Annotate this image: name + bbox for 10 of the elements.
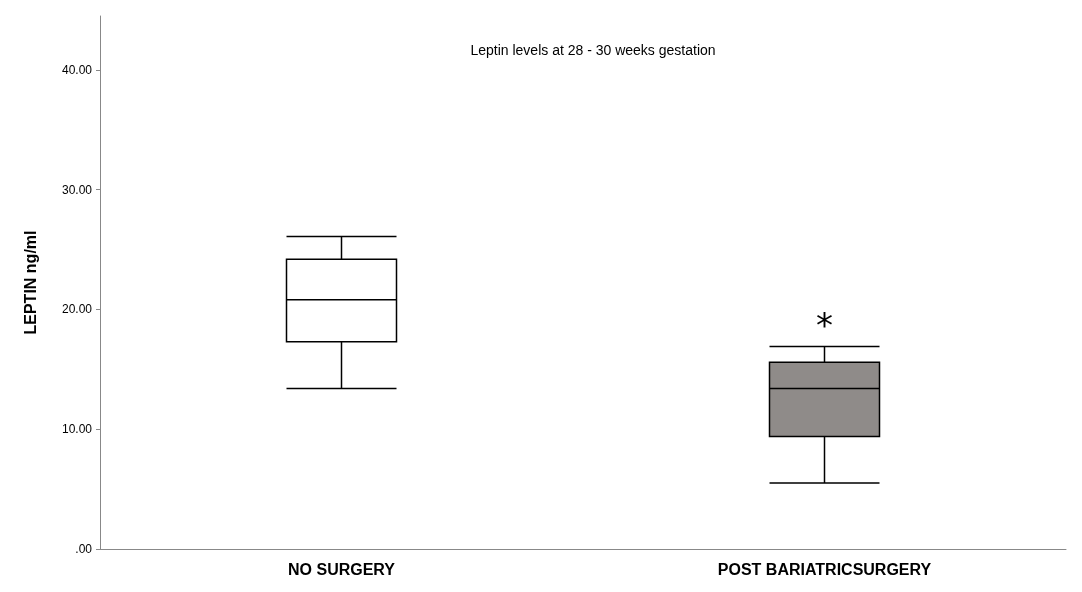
x-tick-label: POST BARIATRICSURGERY	[717, 560, 932, 578]
y-tick-label: .00	[75, 542, 93, 556]
y-tick-label: 40.00	[61, 62, 93, 77]
x-tick-label: NO SURGERY	[288, 560, 396, 578]
y-tick-label: 20.00	[61, 302, 93, 317]
y-tick-label: 10.00	[61, 422, 93, 437]
y-tick-label: 30.00	[61, 182, 93, 197]
y-axis-title: LEPTIN ng/ml	[21, 230, 39, 335]
annotation: *	[816, 304, 833, 345]
text: Leptin levels at 28 - 30 weeks gestation	[470, 42, 716, 58]
